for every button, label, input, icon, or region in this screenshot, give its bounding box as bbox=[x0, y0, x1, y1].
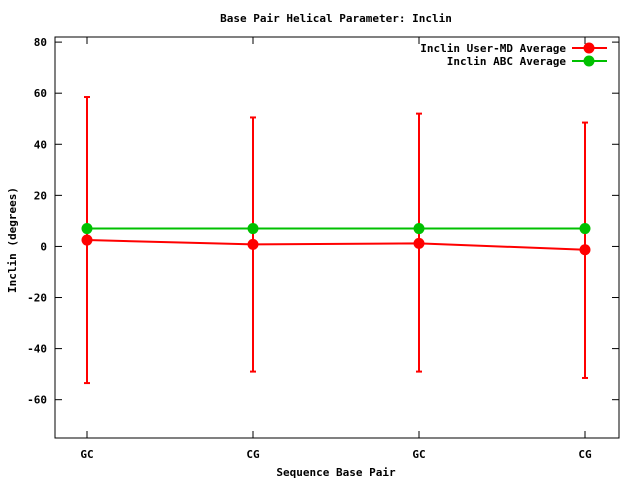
y-tick-label: 80 bbox=[34, 36, 47, 49]
legend-label: Inclin User-MD Average bbox=[420, 42, 566, 55]
chart-title: Base Pair Helical Parameter: Inclin bbox=[220, 12, 452, 25]
y-tick-label: 0 bbox=[40, 240, 47, 253]
data-point bbox=[247, 238, 259, 250]
data-point bbox=[579, 244, 591, 256]
y-tick-label: -20 bbox=[27, 292, 47, 305]
plot-frame bbox=[54, 36, 620, 439]
data-point bbox=[81, 223, 93, 235]
series-layer bbox=[81, 96, 591, 385]
x-tick-label: CG bbox=[246, 448, 260, 461]
y-tick-label: 60 bbox=[34, 87, 47, 100]
legend-label: Inclin ABC Average bbox=[447, 55, 567, 68]
x-tick-label: GC bbox=[80, 448, 93, 461]
legend-marker bbox=[583, 55, 595, 67]
series-line bbox=[86, 239, 586, 251]
x-tick-label: CG bbox=[578, 448, 592, 461]
data-point bbox=[413, 223, 425, 235]
data-point bbox=[413, 237, 425, 249]
data-point bbox=[579, 223, 591, 235]
y-tick-label: 20 bbox=[34, 189, 47, 202]
axes-ticks: 80 60 40 20 0 -20 -40 -60 GC CG GC CG bbox=[27, 36, 619, 461]
x-tick-label: GC bbox=[412, 448, 425, 461]
x-axis-label: Sequence Base Pair bbox=[276, 466, 396, 479]
y-tick-label: -60 bbox=[27, 394, 47, 407]
data-point bbox=[81, 234, 93, 246]
legend-marker bbox=[583, 42, 595, 54]
data-point bbox=[247, 223, 259, 235]
y-axis-label: Inclin (degrees) bbox=[6, 187, 19, 293]
series-1 bbox=[81, 96, 591, 385]
y-tick-label: 40 bbox=[34, 138, 47, 151]
y-tick-label: -40 bbox=[27, 343, 47, 356]
series-2 bbox=[81, 223, 591, 235]
